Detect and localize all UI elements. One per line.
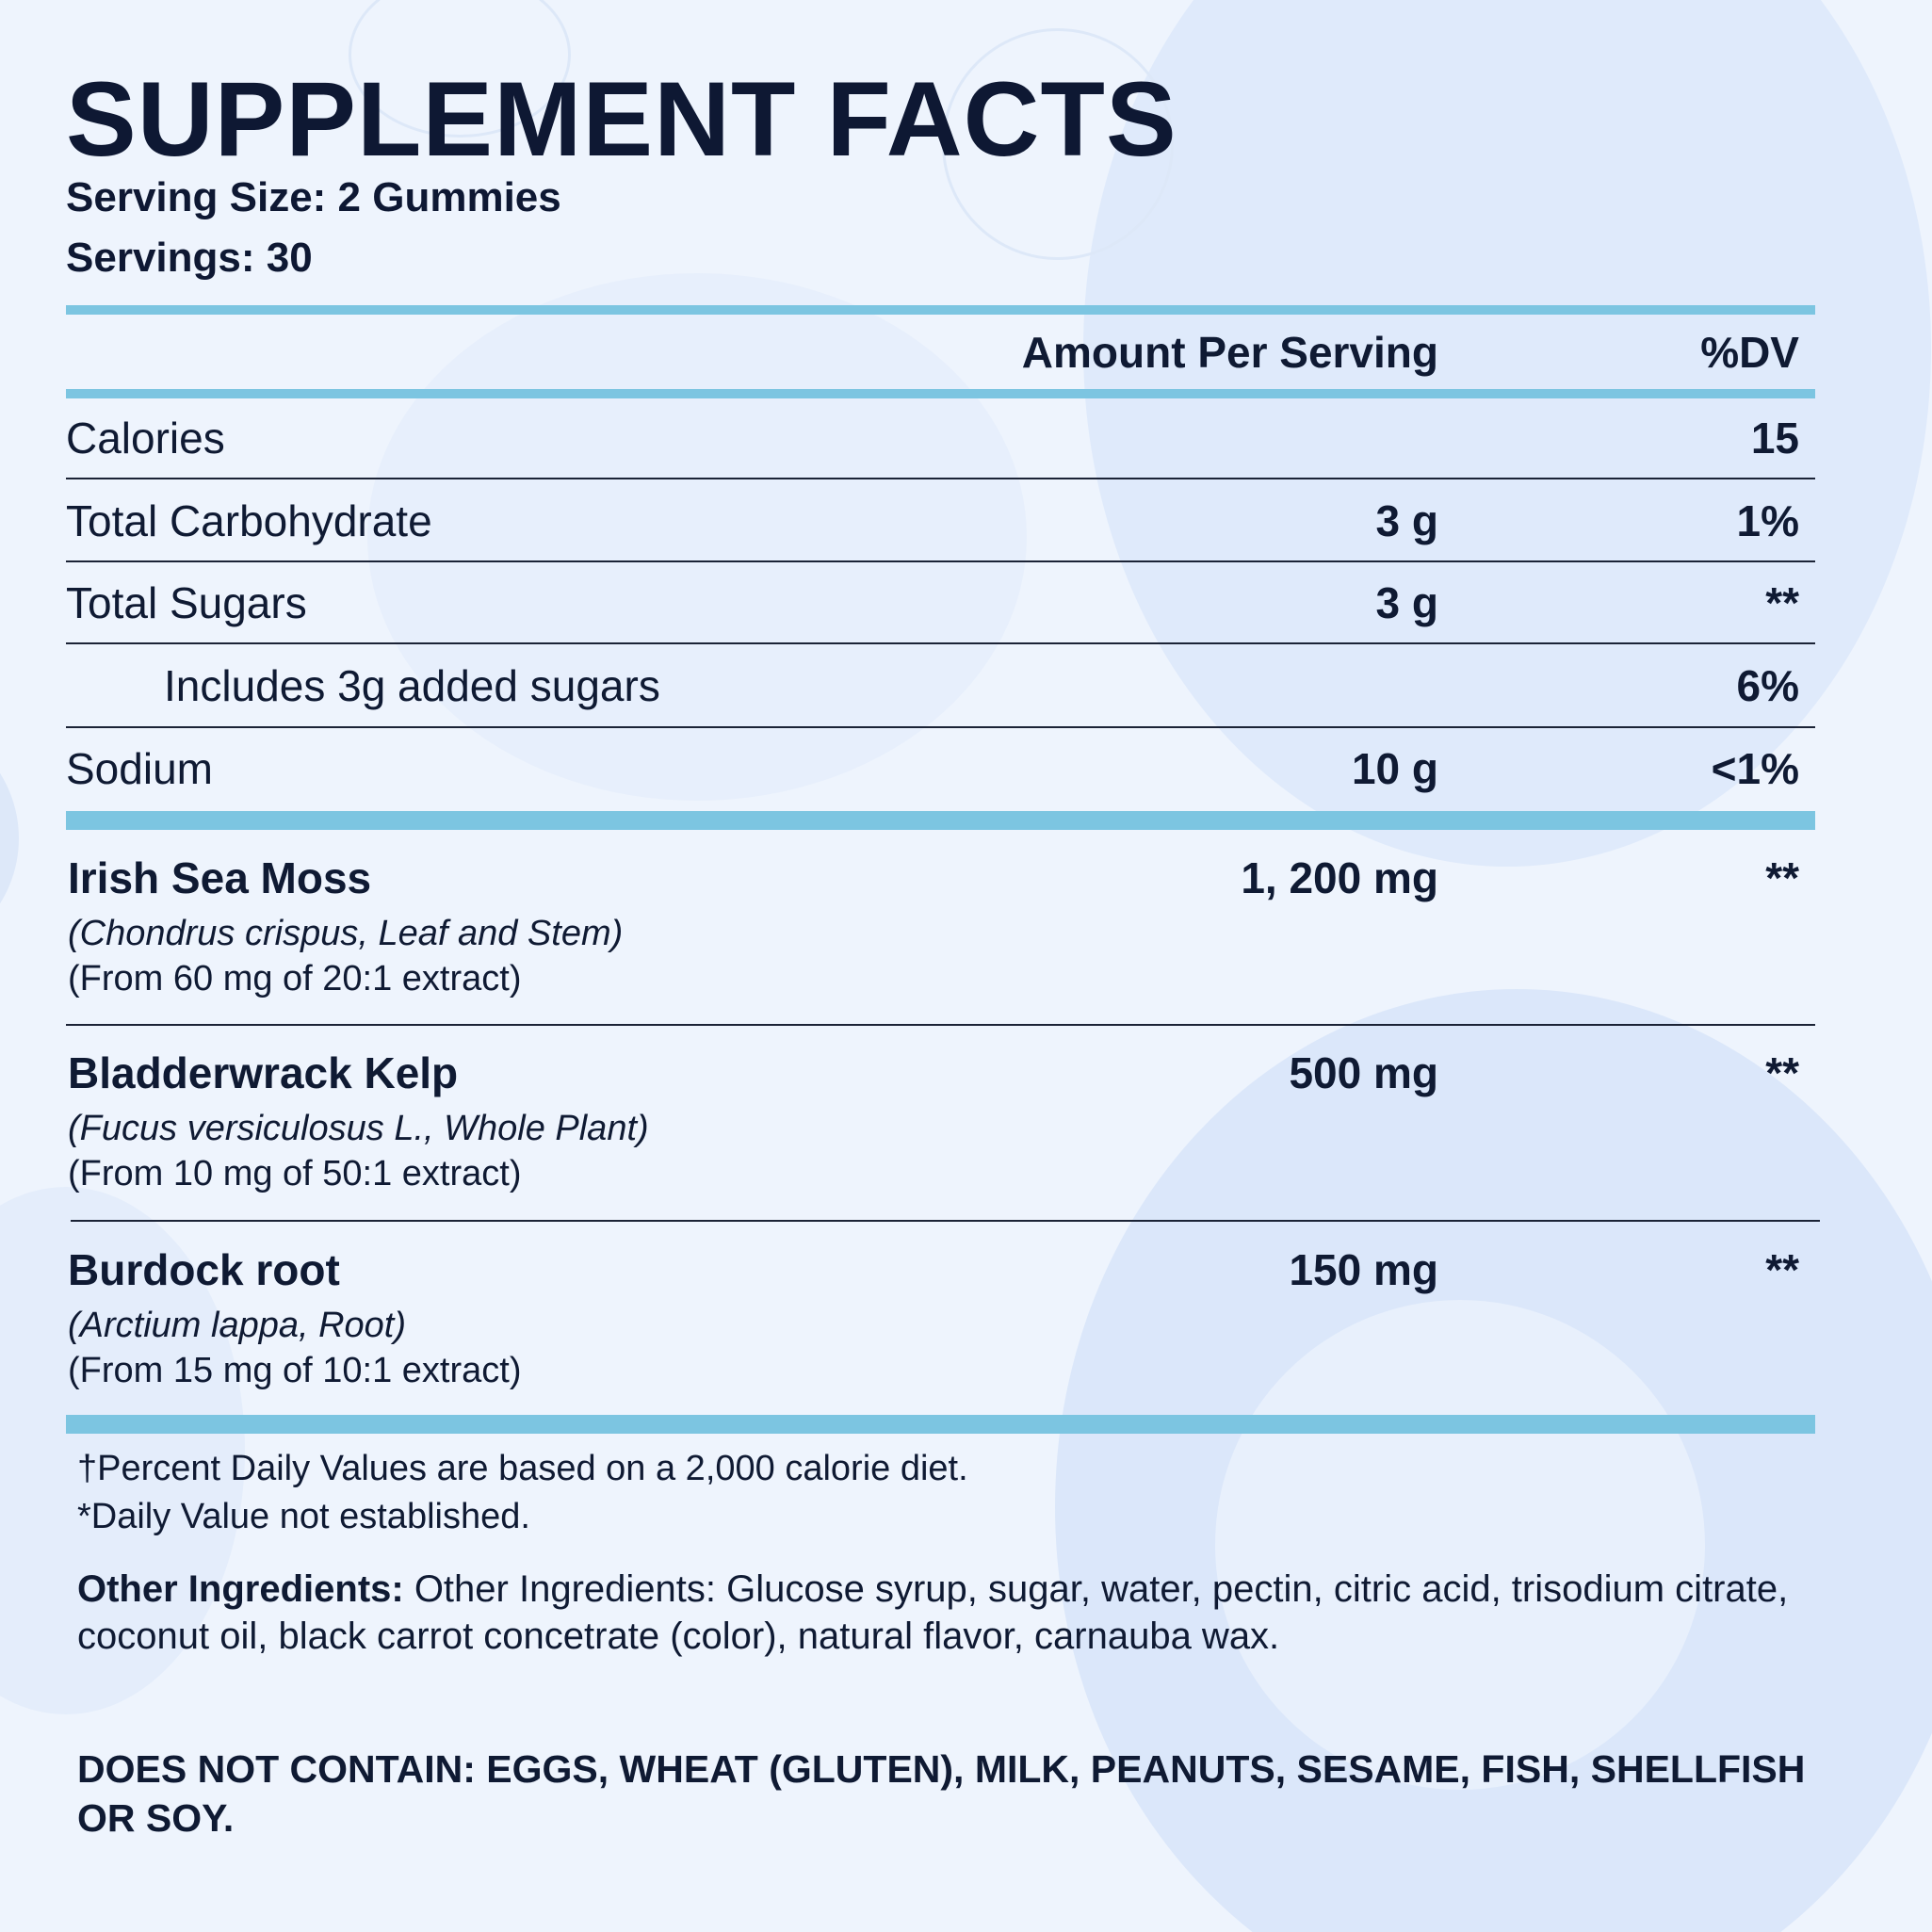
nutrient-amount: 3 g <box>1375 578 1438 627</box>
bubble-decoration <box>367 273 1027 801</box>
allergen-statement: DOES NOT CONTAIN: EGGS, WHEAT (GLUTEN), … <box>77 1747 1806 1840</box>
other-ingredients-text: Other Ingredients: Glucose syrup, sugar,… <box>77 1568 1789 1657</box>
servings-count: Servings: 30 <box>66 235 313 281</box>
other-ingredients-label: Other Ingredients: <box>77 1568 404 1610</box>
bubble-decoration <box>1083 0 1931 867</box>
nutrient-label: Calories <box>66 414 225 463</box>
footnote-daily-values: †Percent Daily Values are based on a 2,0… <box>77 1449 968 1488</box>
footnote-not-established: *Daily Value not established. <box>77 1497 530 1536</box>
nutrient-amount: 3 g <box>1375 496 1438 545</box>
serving-size: Serving Size: 2 Gummies <box>66 174 561 220</box>
row-divider <box>66 642 1815 644</box>
divider-top <box>66 305 1815 315</box>
nutrient-label: Sodium <box>66 744 213 793</box>
ingredient-latin-name: (Arctium lappa, Root) <box>68 1306 407 1345</box>
ingredient-extract: (From 15 mg of 10:1 extract) <box>68 1351 522 1390</box>
nutrient-dv: 15 <box>1750 414 1799 463</box>
ingredient-name: Bladderwrack Kelp <box>68 1048 459 1097</box>
row-divider <box>66 726 1815 728</box>
nutrient-dv: 1% <box>1736 496 1799 545</box>
ingredient-dv: ** <box>1765 853 1799 902</box>
nutrient-dv: <1% <box>1711 744 1799 793</box>
nutrient-amount: 10 g <box>1351 744 1438 793</box>
ingredient-dv: ** <box>1765 1245 1799 1294</box>
ingredient-amount: 150 mg <box>1289 1245 1438 1294</box>
header-amount: Amount Per Serving <box>1021 328 1438 377</box>
ingredient-row-burdock-root: Burdock root (Arctium lappa, Root) (From… <box>68 1243 1815 1404</box>
divider-header <box>66 389 1815 398</box>
nutrient-label: Total Sugars <box>66 578 307 627</box>
ingredient-extract: (From 60 mg of 20:1 extract) <box>68 959 522 998</box>
ingredient-name: Irish Sea Moss <box>68 853 372 902</box>
other-ingredients: Other Ingredients: Other Ingredients: Gl… <box>77 1566 1829 1660</box>
nutrient-row-total-carbohydrate: Total Carbohydrate 3 g 1% <box>66 493 1815 549</box>
nutrient-dv: ** <box>1765 578 1799 627</box>
ingredient-extract: (From 10 mg of 50:1 extract) <box>68 1154 522 1193</box>
row-divider <box>66 560 1815 562</box>
row-divider <box>66 1024 1815 1026</box>
nutrient-row-added-sugars: Includes 3g added sugars 6% <box>66 658 1815 714</box>
nutrient-label: Total Carbohydrate <box>66 496 432 545</box>
row-divider <box>71 1220 1820 1222</box>
ingredient-name: Burdock root <box>68 1245 340 1294</box>
divider-bottom <box>66 1415 1815 1434</box>
ingredient-amount: 1, 200 mg <box>1241 853 1438 902</box>
ingredient-row-irish-sea-moss: Irish Sea Moss (Chondrus crispus, Leaf a… <box>68 852 1815 1012</box>
nutrient-dv: 6% <box>1736 661 1799 710</box>
ingredient-row-bladderwrack-kelp: Bladderwrack Kelp (Fucus versiculosus L.… <box>68 1047 1815 1207</box>
ingredient-amount: 500 mg <box>1289 1048 1438 1097</box>
nutrient-row-calories: Calories 15 <box>66 410 1815 466</box>
ingredient-dv: ** <box>1765 1048 1799 1097</box>
divider-nutrients <box>66 811 1815 830</box>
header-dv: %DV <box>1700 328 1799 377</box>
ingredient-latin-name: (Fucus versiculosus L., Whole Plant) <box>68 1109 649 1148</box>
nutrient-row-total-sugars: Total Sugars 3 g ** <box>66 575 1815 631</box>
bubble-decoration <box>1215 1300 1705 1790</box>
ingredient-latin-name: (Chondrus crispus, Leaf and Stem) <box>68 914 624 953</box>
page-title: SUPPLEMENT FACTS <box>66 60 1177 178</box>
nutrient-label: Includes 3g added sugars <box>164 661 660 710</box>
nutrient-row-sodium: Sodium 10 g <1% <box>66 740 1815 797</box>
bubble-decoration <box>942 28 1174 260</box>
row-divider <box>66 478 1815 479</box>
